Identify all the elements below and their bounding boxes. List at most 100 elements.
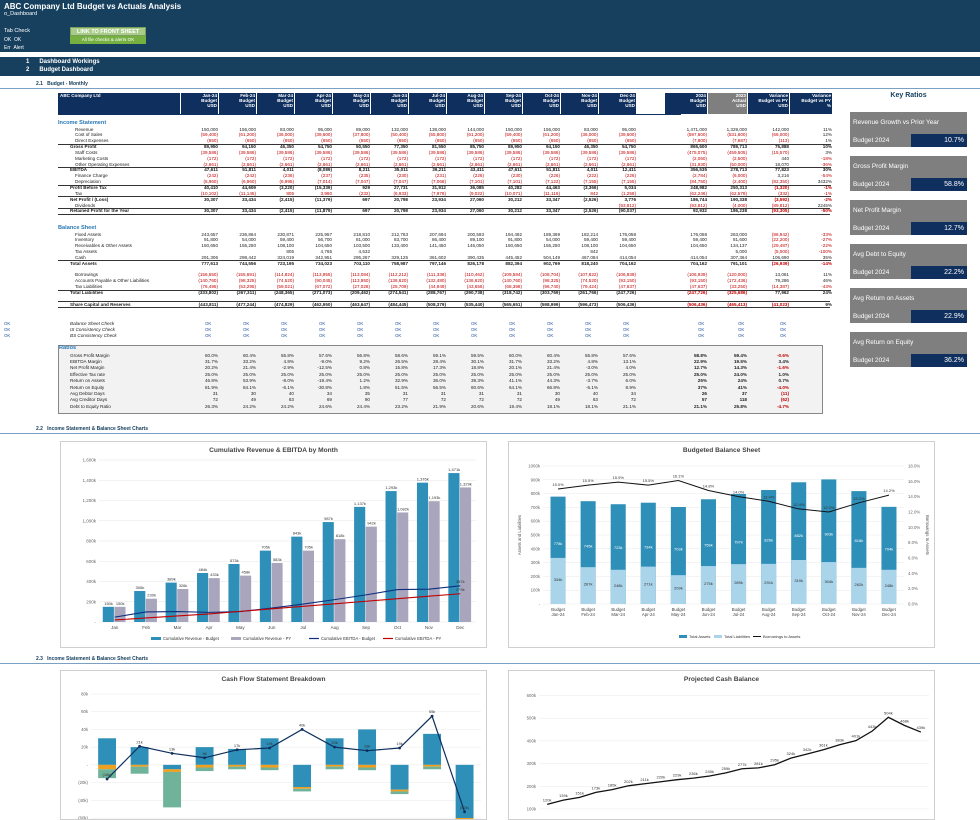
summary-value: 1,471,000 (686, 126, 707, 132)
legend-swatch (714, 635, 722, 638)
summary-value: 106,690 (772, 254, 789, 260)
check-ok: OK (471, 333, 478, 338)
revenue-bar (197, 572, 209, 622)
y-tick-label: 100k (531, 588, 541, 593)
cell-value: (222) (587, 173, 598, 179)
cell-value: (50,400) (390, 132, 408, 138)
cell-value: 744,556 (239, 260, 256, 266)
x-tick-label-top: Budget (792, 607, 806, 612)
cell-value: 298,442 (239, 254, 256, 260)
cell-value: (109,584) (502, 272, 522, 278)
ratio-label: Net Profit Margin (70, 365, 105, 371)
cell-value: 8,211 (358, 167, 370, 173)
key-ratio-name: Net Profit Margin (850, 200, 967, 222)
legend-label: Borrowings to Assets (763, 634, 800, 639)
cell-value: 697 (362, 208, 370, 214)
cell-value: 89,000 (355, 126, 370, 132)
summary-value: (597,600) (687, 132, 707, 138)
ratio-label: Gross Profit Margin (70, 352, 110, 358)
ratio-label: Return on Equity (70, 384, 105, 390)
ratio-summary: 22.9% (693, 358, 707, 364)
net-cash-label: 8k (202, 751, 206, 756)
revenue-bar (354, 506, 366, 622)
total-rule (58, 260, 831, 261)
summary-value: 104,650 (690, 243, 707, 249)
cell-value: (172) (473, 155, 484, 161)
cell-value: (172) (397, 155, 408, 161)
summary-value: (26,939) (771, 260, 789, 266)
ratio-value: 34 (326, 390, 332, 396)
ratio-summary: 24.0% (733, 371, 747, 377)
ratio-summary: 118 (739, 397, 747, 403)
cell-value: 758,987 (391, 260, 408, 266)
ratio-value: 25.0% (546, 371, 560, 377)
ratio-summary: 24% (737, 378, 747, 384)
y-tick-label: (20k) (78, 780, 88, 785)
ratio-value: 40 (592, 390, 598, 396)
ratio-value: 66.8% (546, 384, 560, 390)
key-ratio-value: 12.7% (911, 222, 967, 235)
cell-value: (98,325) (238, 278, 256, 284)
ratio-value: 15.8% (394, 365, 408, 371)
summary-value: 9% (825, 301, 832, 307)
month-column-header: Apr-24 Budget USD (295, 93, 332, 114)
cell-value: (333,802) (198, 290, 218, 295)
cell-value: 132,000 (391, 126, 408, 132)
nav-item-dashboard-workings[interactable]: 1 Dashboard Workings (26, 59, 100, 65)
key-ratio-value: 10.7% (911, 134, 967, 147)
check-ok: OK (281, 327, 288, 332)
cell-value: 44,609 (241, 185, 256, 190)
ratio-value: 26.3% (204, 403, 218, 409)
key-ratio-value: 22.9% (911, 310, 967, 323)
cell-value: (2,661) (583, 161, 598, 167)
cell-value: 805 (286, 190, 294, 196)
row-label: Direct Expenses (75, 138, 109, 144)
check-ok: OK (585, 321, 592, 326)
summary-column-header: Variance Budget vs PY USD (748, 93, 789, 114)
revenue-bar (448, 473, 460, 622)
ratio-value: 72 (212, 397, 218, 403)
ratio-value: 9.2% (359, 358, 370, 364)
check-ok: OK (698, 333, 705, 338)
cell-value: (650) (435, 138, 446, 144)
y-tick-label: 300k (527, 761, 537, 766)
x-tick-label: Aug (331, 625, 340, 630)
total-rule (58, 184, 831, 186)
cell-value: (3,366) (583, 185, 598, 190)
cell-value: 27,060 (469, 208, 484, 214)
row-label: Depreciation (75, 179, 101, 185)
cash-flow-bar (390, 764, 409, 790)
cell-value: (477,244) (236, 301, 256, 307)
line-data-label: 14.2% (883, 488, 895, 493)
cash-flow-bar (390, 789, 409, 792)
ratio-value: 25.0% (204, 371, 218, 377)
summary-value: (41,023) (771, 301, 789, 307)
ratio-value: 17.3% (432, 365, 446, 371)
check-ok: OK (281, 333, 288, 338)
ratio-value: 72 (630, 397, 636, 403)
cell-value: (271,073) (312, 290, 332, 295)
summary-value: (62,246) (689, 190, 707, 196)
cell-value: 697 (362, 196, 370, 202)
cash-flow-bar (423, 764, 442, 767)
ratio-value: -5.1% (585, 384, 598, 390)
bar-data-label: 818k (336, 533, 345, 538)
nav-item-budget-dashboard[interactable]: 2 Budget Dashboard (26, 67, 94, 73)
ratio-summary: 19.5% (733, 358, 747, 364)
assets-data-label: 704k (885, 547, 894, 552)
link-to-front-sheet-button[interactable]: LINK TO FRONT SHEET (70, 27, 146, 36)
ratio-value: 57.6% (318, 352, 332, 358)
ratio-summary: (62) (780, 397, 789, 403)
y2-tick-label: 12.0% (908, 510, 920, 515)
cell-value: (650) (397, 138, 408, 144)
cell-value: (288,767) (426, 290, 446, 295)
month-column-header: Nov-24 Budget USD (561, 93, 598, 114)
cell-value: 54,750 (621, 144, 636, 150)
cash-flow-bar (195, 747, 214, 765)
net-cash-label: 13k (169, 746, 175, 751)
cell-value: 842 (590, 190, 598, 196)
cell-value: (247,726) (616, 290, 636, 295)
check-ok: OK (471, 327, 478, 332)
cell-value: 236,864 (239, 231, 256, 237)
key-ratios-title: Key Ratios (890, 92, 927, 99)
